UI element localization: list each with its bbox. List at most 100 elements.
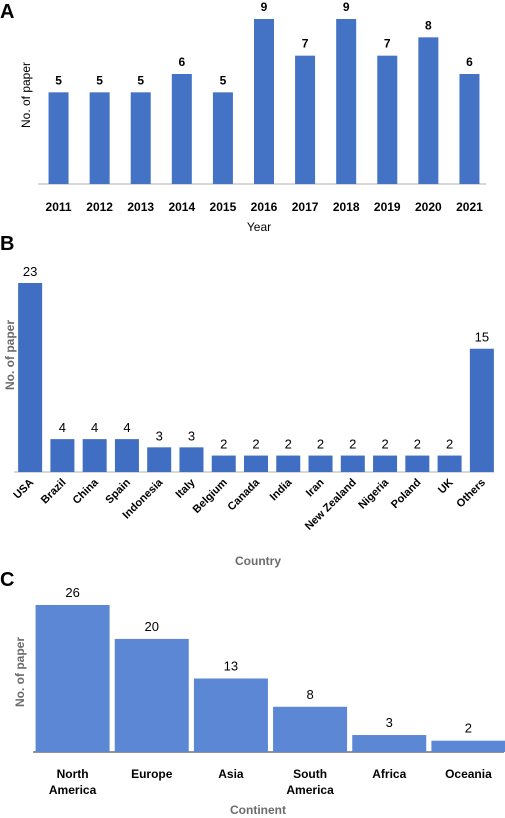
bar-canada <box>244 455 268 472</box>
bar-2012 <box>89 92 110 184</box>
bar-asia <box>193 678 268 752</box>
data-label: 2 <box>252 437 259 452</box>
data-label: 7 <box>302 37 309 51</box>
tick-label: 2013 <box>127 200 154 214</box>
bar-europe <box>114 638 189 752</box>
data-label: 2 <box>349 437 356 452</box>
data-label: 5 <box>220 73 227 87</box>
data-label: 13 <box>224 659 238 674</box>
tick-label-line: America <box>286 783 334 797</box>
tick-label: 2014 <box>168 200 195 214</box>
data-label: 9 <box>261 0 268 14</box>
data-label: 5 <box>96 73 103 87</box>
tick-label: Africa <box>372 767 406 781</box>
y-axis-title: No. of paper <box>13 637 27 707</box>
data-label: 23 <box>23 264 37 279</box>
bar-belgium <box>211 455 236 472</box>
panel-label: B <box>0 233 14 255</box>
tick-label: Canada <box>226 476 263 513</box>
bar-india <box>276 455 301 472</box>
tick-label: Asia <box>218 767 244 781</box>
tick-label: Brazil <box>39 477 69 507</box>
tick-label: 2020 <box>415 200 442 214</box>
x-axis-title: Country <box>235 554 281 568</box>
tick-label: 2018 <box>333 200 360 214</box>
tick-label: Spain <box>103 476 133 506</box>
bar-others <box>469 348 494 472</box>
tick-label: 2011 <box>46 200 72 214</box>
bar-2013 <box>130 92 151 184</box>
bar-brazil <box>50 439 75 472</box>
bar-usa <box>18 283 43 472</box>
bar-africa <box>352 735 427 752</box>
bar-oceania <box>431 740 505 752</box>
bar-2017 <box>295 55 316 184</box>
data-label: 4 <box>59 420 66 435</box>
data-label: 8 <box>306 687 313 702</box>
tick-label: Poland <box>389 477 423 511</box>
bar-iran <box>308 455 333 472</box>
data-label: 3 <box>386 715 393 730</box>
tick-label-line: North <box>57 767 89 781</box>
bar-italy <box>179 447 204 472</box>
bar-2018 <box>336 19 357 184</box>
tick-label: 2021 <box>456 200 483 214</box>
tick-label: 2012 <box>86 200 113 214</box>
tick-label: South America <box>286 767 334 797</box>
data-label: 2 <box>285 437 292 452</box>
data-label: 5 <box>55 73 62 87</box>
data-label: 2 <box>465 721 472 736</box>
data-label: 8 <box>425 18 432 32</box>
bar-south-america <box>273 706 348 752</box>
panel-label: C <box>0 569 14 591</box>
data-label: 6 <box>466 55 473 69</box>
bar-2011 <box>48 92 69 184</box>
data-label: 4 <box>91 420 98 435</box>
data-label: 3 <box>156 428 163 443</box>
data-label: 4 <box>123 420 130 435</box>
tick-label: UK <box>436 477 456 497</box>
data-label: 2 <box>446 437 453 452</box>
tick-label: Nigeria <box>356 476 391 511</box>
bar-2014 <box>171 74 192 184</box>
chart-panel-c: C 26 North America 20 Europe 13 Asia 8 South Ameri… <box>0 569 505 817</box>
bar-north-america <box>35 605 110 752</box>
panel-label: A <box>0 1 14 23</box>
tick-label: USA <box>11 477 36 502</box>
chart-panel-a: A 5 2011 5 2012 5 2013 6 2014 5 2015 9 2016 7 2017 9 201… <box>0 0 486 234</box>
bar-2015 <box>212 92 233 184</box>
tick-label: 2017 <box>292 200 319 214</box>
tick-label: Iran <box>304 476 327 499</box>
bar-poland <box>405 455 430 472</box>
bar-nigeria <box>373 455 398 472</box>
data-label: 3 <box>188 428 195 443</box>
tick-label: Italy <box>174 476 199 501</box>
bar-china <box>82 439 107 472</box>
chart-panel-b: B23USA4Brazil4China4Spain3Indonesia3Ital… <box>0 233 494 568</box>
bar-2021 <box>459 74 480 184</box>
data-label: 2 <box>381 437 388 452</box>
data-label: 26 <box>65 585 79 600</box>
data-label: 20 <box>145 619 159 634</box>
tick-label: 2019 <box>374 200 401 214</box>
tick-label: 2016 <box>251 200 278 214</box>
tick-label-line: South <box>293 767 327 781</box>
tick-label: India <box>268 476 295 503</box>
tick-label: China <box>71 476 102 507</box>
x-axis-title: Year <box>247 220 271 234</box>
data-label: 9 <box>343 0 350 14</box>
tick-label: Others <box>454 477 488 511</box>
y-axis-title: No. of paper <box>19 62 33 128</box>
tick-label: 2015 <box>210 200 237 214</box>
bar-new-zealand <box>340 455 365 472</box>
data-label: 15 <box>475 330 489 345</box>
y-axis-title: No. of paper <box>3 320 17 390</box>
bar-uk <box>437 455 462 472</box>
bar-2019 <box>377 55 398 184</box>
tick-label: Europe <box>131 767 173 781</box>
tick-label: North America <box>49 767 97 797</box>
tick-label-line: America <box>49 783 97 797</box>
data-label: 5 <box>137 73 144 87</box>
data-label: 2 <box>317 437 324 452</box>
